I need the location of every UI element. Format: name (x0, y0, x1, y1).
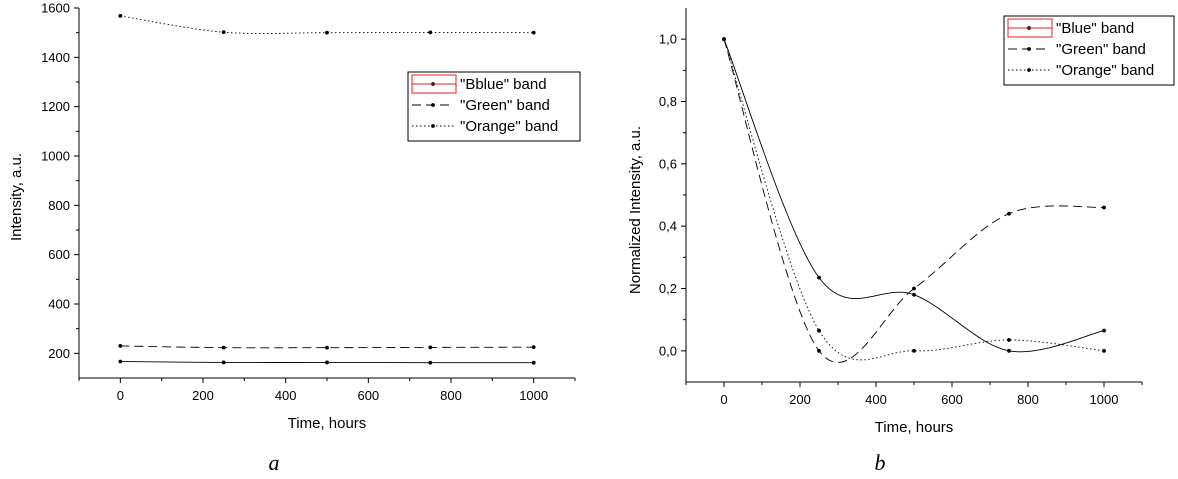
b-y-tick-label: 0,0 (659, 343, 677, 358)
a-series-1-point (118, 344, 123, 348)
a-series-0-point (325, 360, 329, 365)
a-y-tick-label: 1200 (41, 99, 70, 114)
b-series-1-point (817, 348, 821, 353)
a-y-tick-label: 800 (48, 198, 70, 213)
b-legend-label-1: "Green" band (1056, 41, 1146, 58)
panel-b-legend: "Blue" band "Green" band "Orange" band (1003, 15, 1175, 86)
a-legend-marker-1 (431, 103, 435, 107)
b-series-0-point (817, 275, 821, 280)
a-y-tick-label: 1000 (41, 149, 70, 164)
b-legend-marker-1 (1027, 47, 1031, 51)
a-x-tick-label: 400 (275, 388, 297, 403)
panel-a: 200 400 600 800 1000 1200 1400 1600 0 200 400 600 8… (8, 1, 581, 475)
a-series-1-point (221, 345, 226, 350)
b-y-tick-label: 0,8 (659, 94, 677, 109)
a-series-2-point (325, 30, 329, 35)
b-series-2-point (817, 328, 821, 333)
b-x-tick-label: 1000 (1090, 392, 1119, 407)
b-series-0-point (1007, 348, 1011, 353)
a-x-tick-label: 0 (117, 388, 124, 403)
b-legend-highlight-bottom (1007, 27, 1053, 38)
panel-a-y-ticks: 200 400 600 800 1000 1200 1400 1600 (41, 1, 79, 361)
b-x-tick-label: 200 (789, 392, 811, 407)
a-series-0-point (221, 360, 226, 365)
a-x-tick-label: 200 (192, 388, 214, 403)
b-legend-marker-2 (1027, 68, 1031, 72)
b-series-2-point (1007, 338, 1011, 342)
b-series-line-1 (723, 39, 1105, 363)
panel-b-plot-area: 0,0 0,2 0,4 0,6 0,8 1,0 0 200 400 600 800 1000 (659, 8, 1143, 407)
b-x-tick-label: 600 (941, 392, 963, 407)
b-y-tick-label: 0,2 (659, 281, 677, 296)
a-x-tick-label: 600 (357, 388, 379, 403)
a-series-0-point (118, 359, 123, 364)
b-x-tick-label: 400 (865, 392, 887, 407)
panel-a-x-axis-title: Time, hours (288, 415, 367, 432)
panel-a-legend: "Bblue" band "Green" band "Orange" band (407, 71, 581, 142)
b-series-line-0 (723, 39, 1105, 353)
a-x-tick-label: 1000 (519, 388, 548, 403)
a-y-tick-label: 200 (48, 346, 70, 361)
b-y-tick-label: 0,6 (659, 156, 677, 171)
a-legend-marker-2 (431, 124, 435, 128)
panel-a-label: a (269, 450, 280, 475)
panel-a-series (118, 13, 536, 365)
panel-a-y-axis-title: Intensity, a.u. (8, 153, 25, 241)
a-y-tick-label: 1600 (41, 1, 70, 16)
a-series-0-point (531, 360, 536, 365)
b-series-1-point (912, 286, 916, 291)
a-series-2-point (531, 30, 536, 35)
b-series-2-point (912, 348, 916, 353)
b-series-2-point (722, 37, 726, 42)
panel-b-y-axis-title: Normalized Intensity, a.u. (627, 126, 644, 294)
panel-b-label: b (875, 450, 886, 475)
a-series-1-point (428, 345, 433, 350)
b-series-1-point (1102, 205, 1106, 210)
panel-a-x-ticks: 0 200 400 600 800 1000 (78, 378, 576, 403)
panel-b-x-ticks: 0 200 400 600 800 1000 (685, 382, 1143, 407)
panel-b-series (722, 37, 1106, 363)
a-legend-highlight-bottom (411, 83, 457, 94)
panel-b: 0,0 0,2 0,4 0,6 0,8 1,0 0 200 400 600 800 1000 Tim… (627, 8, 1175, 475)
b-series-0-point (912, 292, 916, 297)
a-series-1-point (325, 345, 329, 350)
b-series-1-point (1007, 211, 1011, 216)
b-x-tick-label: 0 (720, 392, 727, 407)
a-series-1-point (531, 345, 536, 350)
panel-b-y-ticks: 0,0 0,2 0,4 0,6 0,8 1,0 (659, 32, 686, 358)
a-series-2-point (221, 30, 226, 35)
a-y-tick-label: 1400 (41, 50, 70, 65)
panel-b-x-axis-title: Time, hours (875, 419, 954, 436)
b-y-tick-label: 0,4 (659, 219, 677, 234)
a-y-tick-label: 400 (48, 297, 70, 312)
a-legend-label-0: "Bblue" band (460, 76, 547, 93)
b-series-2-point (1102, 348, 1106, 353)
b-legend-label-2: "Orange" band (1056, 62, 1154, 79)
a-legend-label-2: "Orange" band (460, 118, 558, 135)
a-series-line-1 (120, 345, 534, 349)
a-series-0-point (428, 360, 433, 365)
a-x-tick-label: 800 (440, 388, 462, 403)
b-series-0-point (1102, 328, 1106, 333)
b-y-tick-label: 1,0 (659, 32, 677, 47)
a-y-tick-label: 600 (48, 247, 70, 262)
a-series-2-point (118, 13, 123, 18)
b-legend-label-0: "Blue" band (1056, 20, 1134, 37)
panel-a-plot-area: 200 400 600 800 1000 1200 1400 1600 0 200 400 600 8… (41, 1, 576, 403)
b-x-tick-label: 800 (1017, 392, 1039, 407)
a-series-2-point (428, 30, 433, 35)
a-legend-label-1: "Green" band (460, 97, 550, 114)
